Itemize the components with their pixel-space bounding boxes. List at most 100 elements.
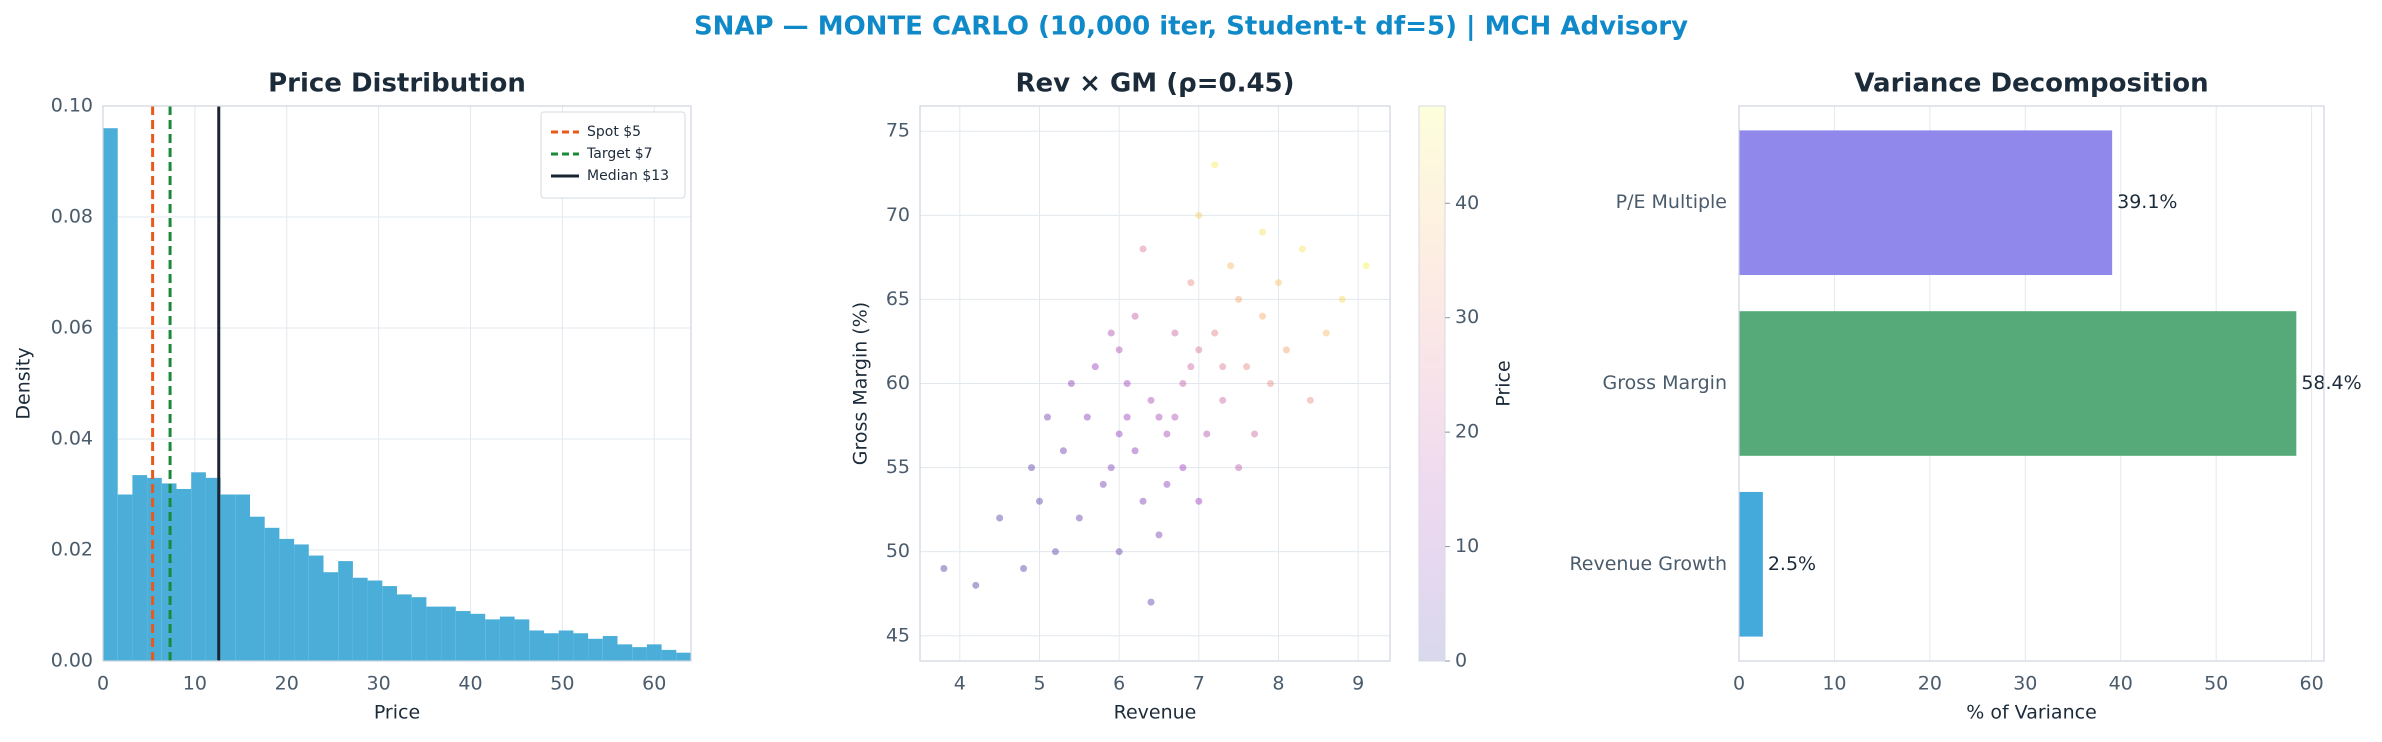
histogram-bar: [661, 649, 677, 661]
x-tick-label: 0: [1733, 673, 1745, 695]
scatter-point: [1251, 430, 1259, 438]
scatter-point: [1179, 380, 1187, 387]
scatter-point: [1322, 329, 1330, 337]
scatter-point: [1187, 363, 1195, 371]
scatter-point: [1131, 447, 1139, 455]
histogram-bar: [514, 619, 530, 661]
histogram-bar: [499, 616, 515, 661]
histogram-bar: [588, 638, 603, 661]
y-tick-label: 0.04: [51, 428, 93, 450]
scatter-point: [1171, 413, 1179, 421]
histogram-bar: [646, 644, 662, 661]
axes-frame: [102, 105, 692, 662]
scatter-point: [1259, 312, 1267, 320]
x-tick-label: 40: [458, 673, 482, 695]
legend-label: Spot $5: [587, 124, 641, 140]
panel-title: Price Distribution: [268, 69, 526, 99]
scatter-point: [1362, 262, 1370, 270]
scatter-point: [1059, 447, 1067, 455]
bar: [1739, 311, 2297, 456]
axes-frame: [919, 105, 1391, 662]
scatter-point: [1235, 464, 1243, 472]
scatter-point: [1274, 279, 1282, 287]
histogram-bar: [455, 611, 471, 661]
histogram-bar: [220, 494, 236, 661]
value-label: 2.5%: [1768, 553, 1816, 575]
x-tick-label: 20: [1918, 673, 1942, 695]
histogram-bar: [205, 477, 221, 661]
histogram-bar: [632, 647, 647, 661]
bar: [1739, 130, 2113, 276]
x-tick-label: 60: [642, 673, 666, 695]
y-tick-label: 50: [886, 540, 910, 562]
histogram-bar: [676, 652, 691, 661]
scatter-point: [1028, 464, 1036, 472]
scatter-point: [1203, 430, 1211, 438]
scatter-point: [1227, 262, 1235, 270]
scatter-point: [1131, 312, 1139, 320]
histogram-bar: [294, 544, 309, 661]
x-axis-label: Price: [374, 702, 420, 724]
scatter-point: [1259, 228, 1267, 236]
panel-title: Rev × GM (ρ=0.45): [1015, 69, 1294, 99]
scatter-point: [1107, 464, 1115, 472]
scatter-point: [1219, 363, 1227, 371]
y-tick-label: 0.10: [51, 95, 93, 117]
colorbar: [1419, 106, 1445, 661]
colorbar-tick-label: 40: [1455, 192, 1479, 214]
histogram-bar: [485, 619, 500, 661]
scatter-point: [1107, 329, 1115, 337]
histogram-bar: [132, 475, 148, 661]
x-tick-label: 8: [1272, 673, 1284, 695]
y-tick-label: 0.02: [51, 539, 93, 561]
scatter-point: [1211, 161, 1219, 169]
x-tick-label: 9: [1352, 673, 1364, 695]
x-tick-label: 40: [2109, 673, 2133, 695]
scatter-point: [1099, 480, 1107, 488]
scatter-point: [1115, 346, 1123, 354]
y-tick-label: 75: [886, 120, 910, 142]
value-label: 39.1%: [2117, 191, 2177, 213]
scatter-point: [1139, 497, 1147, 505]
scatter-point: [1123, 413, 1131, 421]
x-tick-label: 30: [2013, 673, 2037, 695]
colorbar-label: Price: [1493, 360, 1515, 406]
scatter-point: [1020, 565, 1028, 572]
scatter-point: [1195, 346, 1203, 354]
x-axis-label: % of Variance: [1966, 702, 2097, 724]
scatter-point: [1155, 413, 1163, 421]
histogram-bar: [250, 516, 265, 661]
scatter-point: [1091, 363, 1099, 371]
histogram-bar: [617, 644, 633, 661]
axes-frame: [1738, 105, 2325, 662]
scatter-point: [1147, 598, 1155, 606]
y-tick-label: 0.00: [51, 650, 93, 672]
y-tick-label: Revenue Growth: [1569, 553, 1727, 575]
histogram-bar: [382, 586, 397, 661]
scatter-point: [1123, 380, 1131, 387]
histogram-bar: [235, 494, 250, 661]
x-tick-label: 50: [2204, 673, 2228, 695]
scatter-point: [1051, 548, 1059, 556]
histogram-bar: [573, 633, 589, 661]
scatter-point: [1235, 295, 1243, 303]
scatter-point: [1282, 346, 1290, 354]
y-tick-label: 60: [886, 372, 910, 394]
y-tick-label: Gross Margin: [1603, 372, 1727, 394]
x-tick-label: 5: [1033, 673, 1045, 695]
histogram-bar: [544, 633, 559, 661]
scatter-point: [1298, 245, 1306, 253]
panel-title: Variance Decomposition: [1854, 69, 2208, 99]
scatter-point: [1267, 380, 1275, 387]
y-tick-label: 0.08: [51, 206, 93, 228]
scatter-point: [1179, 464, 1187, 472]
scatter-point: [1306, 396, 1314, 404]
scatter-point: [1195, 497, 1203, 505]
histogram-bar: [264, 527, 280, 661]
scatter-point: [1163, 480, 1171, 488]
histogram-bar: [352, 577, 368, 661]
colorbar-frame: [1418, 105, 1446, 662]
histogram-bar: [308, 555, 324, 661]
